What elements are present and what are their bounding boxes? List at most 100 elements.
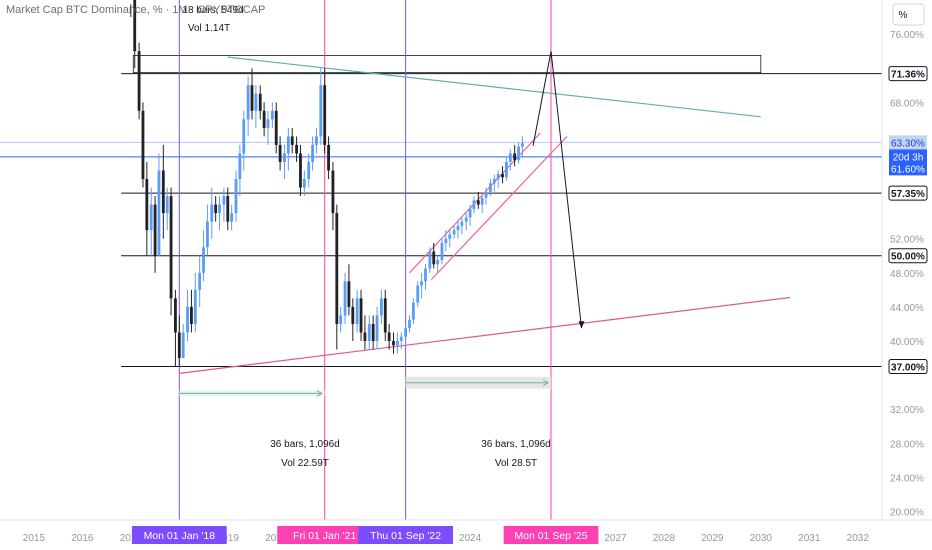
y-tick-label: 44.00% [890,303,924,314]
measure-arrowhead [316,389,323,397]
percent-button-box [892,3,925,26]
candle-body [404,328,408,337]
candle-body [246,85,250,120]
candle-body [383,298,387,333]
candle-body [331,170,335,214]
time-marker-label: Thu 01 Sep '22 [370,530,441,542]
projection-arrowhead [578,321,585,329]
chart-title: Market Cap BTC Dominance, % · 1M · CRYPT… [6,4,266,16]
candle-body [145,179,149,231]
candle-body [460,221,464,226]
candle-body [489,183,492,192]
candle-body [149,204,153,231]
y-tick-label: 48.00% [890,269,924,280]
candle-body [165,196,169,214]
measure-label: 36 bars, 1,096d [270,439,340,450]
candle-body [157,170,161,256]
candle-body [250,85,254,111]
candle-body [464,217,468,222]
candle-body [399,336,403,341]
channel-lower-line [430,135,568,281]
current-high-label: 63.30% [891,138,925,149]
x-tick-label: 2032 [847,533,870,544]
candle-body [190,306,193,324]
candle-body [505,161,508,178]
y-tick-label: 28.00% [890,439,924,450]
resistance-zone-box [132,55,762,74]
x-tick-label: 2020 [265,533,288,544]
candle-body [181,332,185,359]
x-tick-label: 2031 [798,533,821,544]
measure-volume: Vol 28.5T [495,458,537,469]
candle-body [363,332,367,341]
descending-trendline [227,56,761,118]
candle-body [278,144,282,162]
candle-body [416,285,420,303]
x-tick-label: 2016 [71,533,94,544]
candle-body [335,213,339,324]
candle-body [387,332,391,341]
candle-body [319,85,323,137]
candle-body [174,298,177,333]
y-tick-label: 40.00% [890,337,924,348]
time-marker-label: Mon 01 Jan '18 [144,530,216,542]
current-price-box [889,149,927,176]
level-tag-box [888,66,928,82]
y-tick-label: 76.00% [890,30,924,41]
candle-body [206,221,209,248]
candle-body [270,110,274,120]
candle-body [290,136,294,145]
x-tick-label: 2024 [459,533,482,544]
candle-body [258,93,262,111]
candle-body [299,153,302,188]
candle-body [480,197,484,205]
level-price-tag: 71.36% [888,66,928,82]
candle-body [230,213,234,222]
countdown-label: 20d 3h [893,152,924,163]
candle-body [508,153,512,162]
candle-body [186,306,189,333]
y-tick-label: 52.00% [890,235,924,246]
y-tick-label: 24.00% [890,473,924,484]
candle-body [395,340,399,346]
candle-body [311,144,314,162]
y-tick-label: 32.00% [890,405,924,416]
candle-body [343,281,347,316]
candle-body [428,251,432,269]
candle-body [226,196,230,222]
price-axis-bg [882,0,932,550]
candle-body [444,238,448,243]
candle-body [440,242,444,260]
candle-body [521,143,524,147]
x-tick-label: 2029 [701,533,724,544]
time-marker-label: Mon 01 Sep '25 [514,530,587,542]
candle-body [161,170,165,214]
candle-body [351,306,355,324]
percent-toggle-button[interactable]: % [892,3,925,26]
level-tag-box [888,185,928,201]
candle-body [501,173,504,178]
candle-body [456,225,460,231]
candle-body [214,204,218,214]
candle-body [234,179,238,214]
candle-body [513,153,517,161]
candle-body [153,204,157,256]
level-tag-label: 37.00% [891,363,925,374]
candle-body [198,272,202,290]
candle-body [218,204,221,214]
time-marker-tag [358,526,454,544]
candle-body [302,179,306,188]
candle-body [295,144,298,154]
candle-body [254,93,258,111]
y-tick-label: 20.00% [890,507,924,518]
candle-body [371,323,375,341]
level-tag-box [888,248,928,264]
time-marker-tag [131,526,227,544]
candle-body [411,302,415,320]
candle-body [517,146,520,161]
time-marker-label: Fri 01 Jan '21 [293,530,356,542]
candle-body [468,208,472,218]
x-tick-label: 2028 [653,533,676,544]
candle-body [266,119,270,128]
